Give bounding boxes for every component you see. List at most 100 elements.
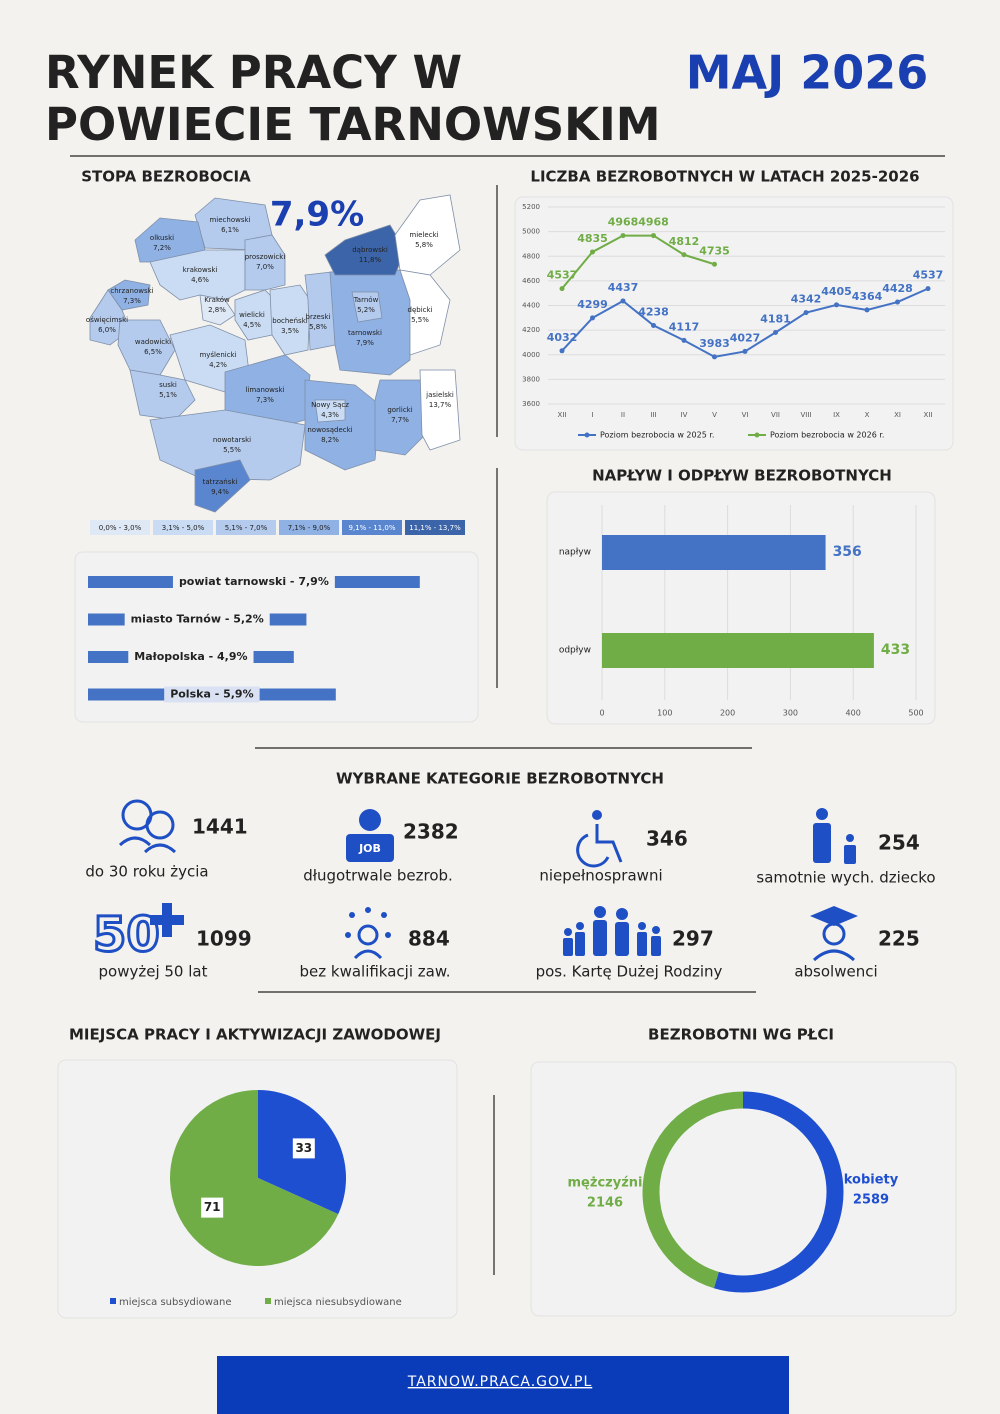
x-tick-label: X (865, 411, 870, 419)
point (559, 348, 565, 354)
icon-graduate (810, 906, 858, 962)
map-region (314, 399, 346, 423)
point (590, 315, 595, 321)
x-tick-label: VIII (801, 411, 812, 419)
category-value: 2382 (403, 820, 459, 844)
data-label: 4342 (791, 293, 822, 306)
region-value: 6,0% (98, 326, 116, 334)
legend-swatch (90, 520, 150, 535)
region-value: 5,8% (415, 241, 433, 249)
legend-label: miejsca subsydiowane (119, 1297, 232, 1308)
section-title: STOPA BEZROBOCIA (81, 168, 251, 186)
label-bg (128, 649, 254, 665)
data-label: 33 (295, 1141, 312, 1155)
point (925, 286, 931, 292)
legend-swatch (153, 520, 213, 535)
x-tick-label: 200 (720, 709, 735, 718)
data-label: 4364 (852, 290, 883, 303)
point (712, 261, 717, 267)
region-name: proszowicki (245, 253, 286, 261)
region-value: 7,2% (153, 244, 171, 252)
legend-label: 11,1% - 13,7% (409, 524, 461, 532)
map-region (329, 269, 411, 376)
legend-label: 9,1% - 11,0% (349, 524, 396, 532)
data-label: 356 (833, 544, 862, 560)
data-label: 2146 (587, 1196, 623, 1211)
donut-segment (642, 1091, 744, 1289)
bar (602, 633, 874, 668)
region-value: 7,3% (123, 297, 141, 305)
label-bg (292, 1138, 315, 1159)
legend-dot (584, 432, 590, 438)
icon-family (563, 906, 661, 956)
point (895, 299, 900, 305)
x-tick-label: 300 (783, 709, 798, 718)
donut-segment (713, 1091, 844, 1293)
region-value: 5,8% (309, 323, 327, 331)
data-label: 4437 (608, 281, 639, 294)
panel (514, 196, 954, 451)
point (651, 233, 656, 239)
category-label: absolwenci (794, 963, 877, 981)
map-region (269, 284, 311, 356)
label-bg (164, 686, 260, 703)
section-title: MIEJSCA PRACY I AKTYWIZACJI ZAWODOWEJ (69, 1026, 441, 1044)
region-name: suski (159, 381, 177, 389)
map-region (129, 369, 196, 421)
region-name: oświęcimski (86, 316, 128, 324)
data-label: 4537 (913, 269, 944, 282)
svg-text:50: 50 (93, 907, 160, 963)
region-name: nowotarski (213, 436, 251, 444)
panel (530, 1061, 957, 1317)
point (834, 302, 839, 308)
segment-label: kobiety (844, 1173, 899, 1188)
map-region (304, 271, 336, 351)
legend-label: 5,1% - 7,0% (225, 524, 268, 532)
map-region (399, 269, 451, 356)
data-label: 71 (204, 1200, 221, 1214)
x-tick-label: I (591, 411, 593, 419)
y-tick-label: 4200 (522, 326, 540, 334)
section-title: WYBRANE KATEGORIE BEZROBOTNYCH (336, 770, 664, 788)
category-label: długotrwale bezrob. (303, 867, 453, 885)
footer-link[interactable]: TARNOW.PRACA.GOV.PL (407, 1374, 593, 1390)
map-region (419, 369, 461, 451)
region-name: nowosądecki (307, 426, 352, 434)
x-tick-label: XII (558, 411, 567, 419)
data-label: 2589 (853, 1193, 889, 1208)
y-tick-label: 3600 (522, 400, 540, 408)
region-value: 4,2% (209, 361, 227, 369)
legend-swatch (110, 1298, 116, 1304)
legend-label: 3,1% - 5,0% (162, 524, 205, 532)
map-region (244, 234, 286, 291)
legend-swatch (279, 520, 339, 535)
x-tick-label: III (650, 411, 656, 419)
region-name: dąbrowski (352, 246, 388, 254)
data-label: 433 (881, 642, 910, 658)
bar-label: Małopolska - 4,9% (134, 650, 247, 663)
legend-swatch (405, 520, 465, 535)
region-name: wielicki (239, 311, 265, 319)
region-value: 2,8% (208, 306, 226, 314)
region-value: 13,7% (429, 401, 452, 409)
point (559, 286, 565, 292)
category-label: bez kwalifikacji zaw. (299, 963, 450, 981)
segment-label: mężczyźni (568, 1176, 643, 1191)
data-label: 4968 (638, 216, 669, 229)
category-value: 884 (408, 927, 450, 951)
category-value: 254 (878, 831, 920, 855)
region-name: Kraków (204, 296, 230, 304)
data-label: 4968 (608, 216, 639, 229)
title-line: RYNEK PRACY W (45, 46, 462, 99)
bar-label: powiat tarnowski - 7,9% (179, 575, 329, 588)
data-label: 4117 (669, 320, 700, 333)
panel (546, 491, 936, 725)
legend-label: 0,0% - 3,0% (99, 524, 142, 532)
y-tick-label: odpływ (559, 646, 591, 656)
y-tick-label: 5200 (522, 203, 540, 211)
point (681, 252, 687, 258)
y-tick-label: 3800 (522, 375, 540, 383)
region-value: 8,2% (321, 436, 339, 444)
legend-label: Poziom bezrobocia w 2026 r. (770, 431, 884, 440)
